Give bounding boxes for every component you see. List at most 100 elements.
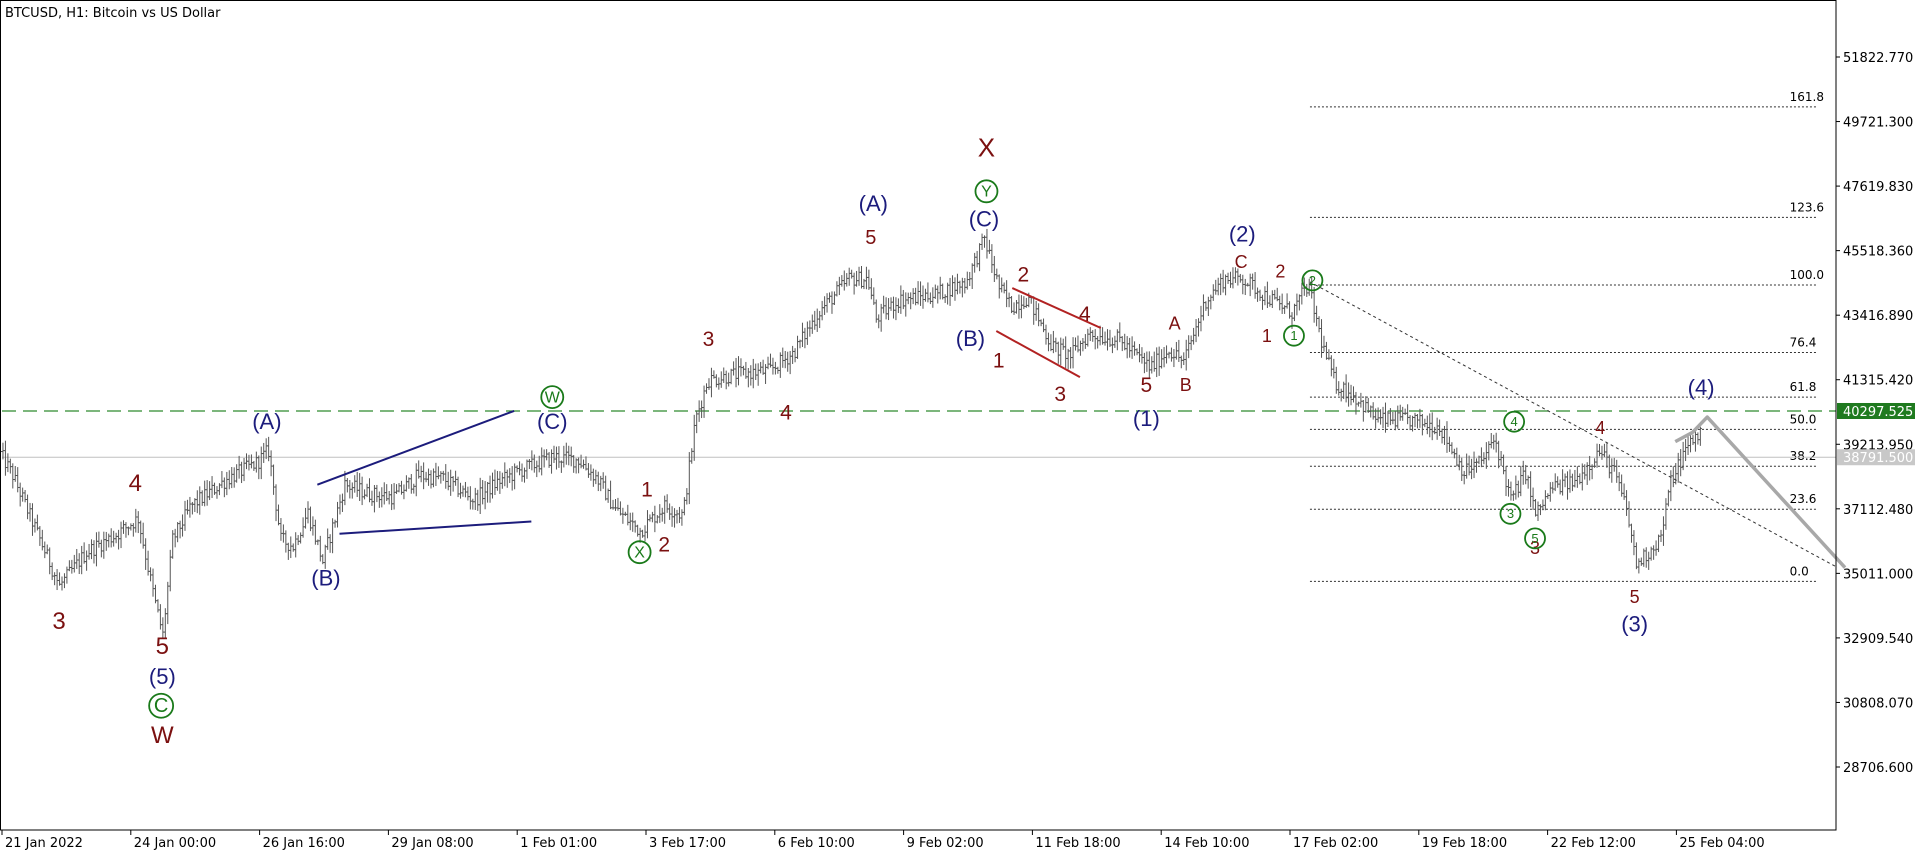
time-tick-label: 29 Jan 08:00 (391, 836, 473, 851)
plot-border (0, 0, 1837, 831)
price-tick-label: 51822.770 (1843, 51, 1913, 66)
time-tick-label: 9 Feb 02:00 (907, 836, 984, 851)
wave-label: (B) (311, 566, 340, 591)
fib-level-label: 123.6 (1790, 200, 1824, 214)
price-tag (1837, 449, 1915, 466)
chart-frame (0, 0, 1837, 831)
wave-label: 1 (993, 349, 1005, 372)
circled-wave-marker (627, 540, 652, 565)
circled-wave-label: C (154, 695, 168, 717)
wave-label: 3 (703, 328, 715, 351)
trendline (995, 330, 1081, 379)
price-tick-label: 35011.000 (1843, 567, 1913, 582)
wave-label: (1) (1133, 406, 1160, 431)
wave-label: 3 (52, 608, 65, 635)
wave-label: A (1169, 314, 1181, 334)
price-tick-label: 32909.540 (1843, 632, 1913, 647)
price-tick-label: 47619.830 (1843, 180, 1913, 195)
wave-label: (A) (252, 409, 281, 434)
circled-wave-label: 4 (1511, 414, 1518, 429)
circled-wave-label: 5 (1531, 531, 1538, 546)
price-tick-label: 30808.070 (1843, 696, 1913, 711)
price-tick-label: 45518.360 (1843, 245, 1913, 260)
circled-wave-label: 2 (1309, 273, 1316, 288)
horizontal-price-lines (2, 410, 1836, 458)
time-tick-label: 1 Feb 01:00 (520, 836, 597, 851)
wave-label: 5 (1141, 374, 1153, 397)
wave-label: X (978, 133, 995, 163)
circled-wave-label: 1 (1290, 328, 1297, 343)
circled-wave-marker (1499, 502, 1522, 525)
trendlines (316, 281, 1838, 568)
time-tick-label: 24 Jan 00:00 (134, 836, 216, 851)
wave-label: 5 (156, 633, 169, 660)
wave-label: B (1180, 375, 1192, 395)
wave-label: 2 (1018, 263, 1030, 286)
circled-wave-marker (974, 179, 999, 204)
time-tick-label: 17 Feb 02:00 (1293, 836, 1378, 851)
circled-wave-marker (1301, 269, 1324, 292)
circled-wave-marker (148, 692, 175, 719)
wave-label: 5 (1630, 587, 1640, 607)
price-bars (0, 228, 1702, 639)
trendline (316, 409, 515, 486)
wave-label: (4) (1688, 375, 1715, 400)
circled-wave-label: W (545, 389, 561, 406)
price-tag (1837, 402, 1915, 419)
wave-label: 2 (658, 534, 670, 557)
time-tick-label: 11 Feb 18:00 (1035, 836, 1120, 851)
wave-label: 5 (865, 227, 876, 249)
circled-wave-label: X (634, 544, 645, 561)
wave-label: 4 (129, 470, 142, 497)
wave-label: (C) (537, 409, 568, 434)
circled-wave-label: 3 (1507, 506, 1514, 521)
chart-title: BTCUSD, H1: Bitcoin vs US Dollar (5, 6, 221, 21)
trendline (1011, 287, 1102, 329)
circled-wave-marker (1503, 410, 1526, 433)
time-tick-label: 6 Feb 10:00 (778, 836, 855, 851)
price-tag-label: 40297.525 (1843, 405, 1913, 420)
wave-label: 2 (1275, 261, 1285, 281)
fib-level-label: 0.0 (1790, 564, 1809, 578)
wave-label: 3 (1054, 383, 1066, 406)
wave-label: 4 (1595, 418, 1605, 438)
trendline (339, 520, 532, 535)
time-tick-label: 21 Jan 2022 (5, 836, 83, 851)
projection (1674, 415, 1847, 569)
price-tick-label: 28706.600 (1843, 761, 1913, 776)
circled-wave-marker (540, 385, 565, 409)
time-tick-label: 14 Feb 10:00 (1164, 836, 1249, 851)
circled-wave-label: Y (981, 184, 992, 201)
wave-label: (B) (956, 326, 985, 351)
wave-label: (A) (859, 191, 888, 216)
wave-labels: 3 4 5 (5) W (A) (B) (C) 1 2 3 4 (A) 5 X (C) (B) 1 2 3 4 5 (1) A… (52, 133, 1714, 749)
fib-level-label: 23.6 (1790, 492, 1817, 506)
wave-label: C (1235, 252, 1248, 272)
time-tick-label: 25 Feb 04:00 (1679, 836, 1764, 851)
time-tick-label: 26 Jan 16:00 (263, 836, 345, 851)
wave-label: 4 (1079, 303, 1091, 326)
time-tick-label: 22 Feb 12:00 (1551, 836, 1636, 851)
fib-level-label: 100.0 (1790, 268, 1824, 282)
wave-label: (3) (1621, 612, 1648, 637)
fib-level-label: 61.8 (1790, 380, 1817, 394)
time-axis[interactable]: 21 Jan 2022 24 Jan 00:00 26 Jan 16:00 29 Ja… (1, 830, 1765, 851)
wave-label: 1 (641, 478, 653, 501)
price-tick-label: 37112.480 (1843, 503, 1913, 518)
projection-path (1674, 415, 1847, 569)
dotted-trendline (1309, 281, 1838, 568)
price-tick-label: 43416.890 (1843, 309, 1913, 324)
price-tick-label: 41315.420 (1843, 374, 1913, 389)
fib-level-label: 161.8 (1790, 90, 1824, 104)
price-tag-label: 38791.500 (1843, 451, 1913, 466)
wave-label: W (151, 722, 174, 749)
circled-wave-marker (1524, 527, 1546, 550)
wave-label: (5) (149, 664, 176, 689)
wave-label: (2) (1229, 222, 1256, 247)
price-axis[interactable]: 51822.770 49721.300 47619.830 45518.360 4341… (1836, 51, 1915, 776)
wave-label: (C) (969, 206, 1000, 231)
fib-level-label: 38.2 (1790, 449, 1817, 463)
fibonacci-levels: 161.8 123.6 100.0 76.4 61.8 50.0 38.2 23.6 0.0 (1309, 90, 1824, 582)
